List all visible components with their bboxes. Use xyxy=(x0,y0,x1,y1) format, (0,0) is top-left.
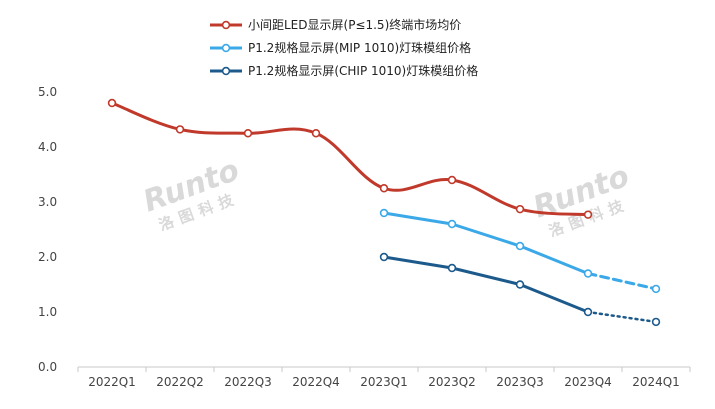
x-tick-label: 2023Q4 xyxy=(564,375,612,389)
series-1-point xyxy=(583,210,593,219)
legend-label: P1.2规格显示屏(CHIP 1010)灯珠模组价格 xyxy=(248,63,478,78)
series-1-point xyxy=(515,204,525,214)
series-2-point xyxy=(515,241,525,251)
y-tick-label: 1.0 xyxy=(38,305,57,319)
legend-item-3: P1.2规格显示屏(CHIP 1010)灯珠模组价格 xyxy=(210,63,478,78)
legend-item-1: 小间距LED显示屏(P≤1.5)终端市场均价 xyxy=(210,17,461,32)
series-1-point xyxy=(175,125,185,134)
series-line-3 xyxy=(382,255,590,314)
x-tick-label: 2023Q3 xyxy=(496,375,544,389)
series-1-point xyxy=(379,184,389,193)
series-line-2 xyxy=(382,211,590,275)
y-tick-label: 5.0 xyxy=(38,85,57,99)
y-tick-label: 0.0 xyxy=(38,360,57,374)
series-3-point xyxy=(447,263,457,273)
x-tick-label: 2022Q2 xyxy=(156,375,204,389)
watermark-logo-left: Runto 洛图科技 xyxy=(139,153,244,235)
series-1-point xyxy=(107,98,117,108)
series-projection-3 xyxy=(586,310,658,324)
x-tick-label: 2023Q1 xyxy=(360,375,408,389)
series-1-point xyxy=(447,175,457,185)
y-tick-label: 4.0 xyxy=(38,140,57,154)
series-3-point xyxy=(651,317,661,327)
y-axis: 0.0 1.0 2.0 3.0 4.0 5.0 xyxy=(38,85,57,374)
legend-item-2: P1.2规格显示屏(MIP 1010)灯珠模组价格 xyxy=(210,40,471,55)
series-2-point xyxy=(379,208,389,218)
series-line-1 xyxy=(110,101,590,217)
x-tick-label: 2023Q2 xyxy=(428,375,476,389)
series-2-point xyxy=(583,269,593,278)
series-1-point xyxy=(243,129,253,138)
series-projection-2 xyxy=(586,272,658,291)
series-3-point xyxy=(379,252,389,262)
x-tick-label: 2022Q4 xyxy=(292,375,340,389)
x-axis: 2022Q1 2022Q2 2022Q3 2022Q4 2023Q1 2023Q2 2023… xyxy=(77,367,691,389)
watermark-logo-right: Runto 洛图科技 xyxy=(529,159,634,241)
x-tick-label: 2022Q3 xyxy=(224,375,272,389)
legend: 小间距LED显示屏(P≤1.5)终端市场均价 P1.2规格显示屏(MIP 1010… xyxy=(210,17,478,78)
y-tick-label: 3.0 xyxy=(38,195,57,209)
x-tick-label: 2022Q1 xyxy=(88,375,136,389)
y-tick-label: 2.0 xyxy=(38,250,57,264)
series-2-point xyxy=(651,284,661,294)
series-3-point xyxy=(515,280,525,289)
series-3-point xyxy=(583,307,593,317)
legend-label: P1.2规格显示屏(MIP 1010)灯珠模组价格 xyxy=(248,40,471,55)
series-2-point xyxy=(447,219,457,229)
legend-label: 小间距LED显示屏(P≤1.5)终端市场均价 xyxy=(248,17,461,32)
series-layer xyxy=(107,98,661,327)
legend-swatch-marker xyxy=(221,43,231,53)
series-1-point xyxy=(311,129,321,138)
legend-swatch-marker xyxy=(221,20,231,30)
legend-swatch-marker xyxy=(221,66,231,76)
x-tick-label: 2024Q1 xyxy=(632,375,680,389)
